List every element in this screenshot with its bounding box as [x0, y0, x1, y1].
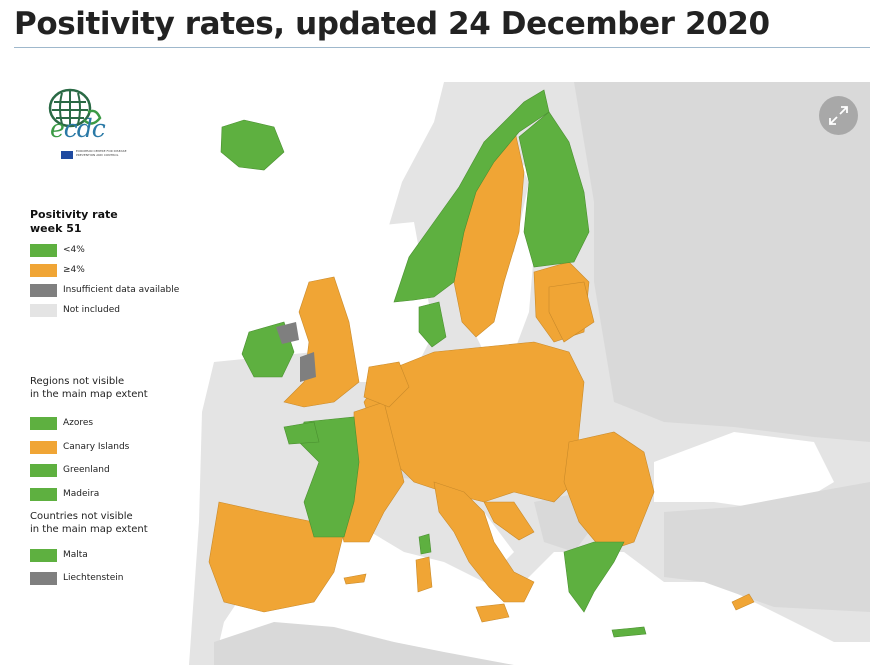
canary-islands — [343, 573, 367, 585]
crete — [611, 626, 647, 638]
cyprus — [731, 593, 755, 611]
legend-swatch — [30, 264, 57, 277]
ecdc-wordmark: ecdc — [50, 114, 106, 143]
rate-below-4-regions — [220, 89, 647, 638]
russia-belarus-ukraine — [574, 82, 870, 442]
legend-label: Azores — [63, 418, 94, 428]
united-kingdom — [283, 276, 360, 408]
legend-label: ≥4% — [63, 265, 85, 275]
legend-label: Liechtenstein — [63, 573, 124, 583]
mediterranean-sea — [214, 522, 870, 665]
legend-label: Madeira — [63, 488, 100, 499]
brittany — [283, 421, 320, 445]
north-africa — [214, 622, 514, 665]
romania-bulgaria — [563, 431, 655, 553]
legend-swatch — [30, 440, 57, 454]
netherlands-belgium — [363, 361, 410, 408]
globe-icon — [48, 88, 102, 128]
finland-north — [518, 111, 590, 268]
iceland — [220, 119, 285, 171]
regions-section-title: Regions not visible in the main map exte… — [30, 376, 148, 400]
sicily — [475, 603, 510, 623]
atlantic-sea — [14, 82, 444, 665]
map-panel[interactable]: ecdc EUROPEAN CENTRE FOR DISEASE PREVENT… — [14, 82, 870, 665]
legend-swatch — [30, 487, 57, 501]
legend-label: Malta — [63, 550, 88, 560]
italy — [433, 481, 535, 603]
europe-map[interactable] — [14, 82, 870, 665]
greece — [563, 541, 625, 613]
legend-label: <4% — [63, 245, 85, 255]
france-west — [298, 416, 360, 538]
legend-swatch — [30, 304, 57, 317]
expand-arrows-icon — [829, 106, 848, 125]
rate-above-4-regions — [208, 126, 755, 623]
ecdc-logo: ecdc EUROPEAN CENTRE FOR DISEASE PREVENT… — [30, 88, 140, 168]
turkey — [664, 482, 870, 612]
insufficient-data-regions — [276, 322, 316, 382]
ecdc-subtitle: EUROPEAN CENTRE FOR DISEASE PREVENTION A… — [76, 149, 127, 157]
legend-label: Greenland — [63, 465, 110, 475]
title-divider — [14, 47, 870, 48]
legend-swatch — [30, 464, 57, 477]
countries-section-title: Countries not visible in the main map ex… — [30, 511, 148, 535]
wales — [300, 352, 316, 382]
legend-swatch — [30, 417, 57, 430]
northern-ireland — [276, 322, 299, 344]
norway — [393, 89, 550, 303]
legend-title: Positivity rate week 51 — [30, 208, 118, 235]
eu-flag-icon — [61, 151, 73, 159]
page-title: Positivity rates, updated 24 December 20… — [14, 6, 770, 42]
sardinia — [415, 556, 433, 593]
expand-map-button[interactable] — [819, 96, 858, 135]
baltics — [548, 281, 595, 343]
legend-label: Not included — [63, 305, 120, 315]
legend-swatch — [30, 549, 57, 562]
legend-label: Canary Islands — [63, 441, 130, 452]
legend-label: Insufficient data available — [63, 285, 180, 295]
iberia — [208, 501, 345, 613]
black-sea — [654, 432, 834, 512]
denmark — [418, 301, 447, 348]
north-sea — [314, 222, 434, 382]
croatia — [483, 501, 535, 541]
legend-swatch — [30, 284, 57, 297]
corsica — [418, 533, 432, 555]
legend-swatch — [30, 244, 57, 257]
legend-swatch — [30, 572, 57, 585]
